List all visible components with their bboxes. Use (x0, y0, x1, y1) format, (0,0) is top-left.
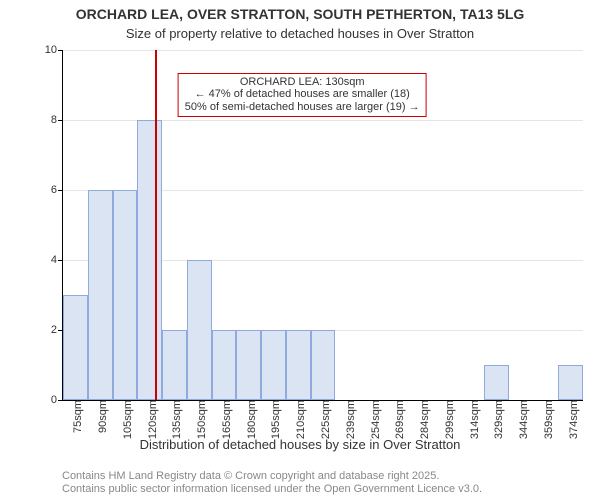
x-tick-label: 254sqm (364, 400, 382, 439)
annotation-box: ORCHARD LEA: 130sqm← 47% of detached hou… (178, 73, 427, 117)
y-tick-label: 4 (51, 254, 63, 266)
annotation-line: 50% of semi-detached houses are larger (… (185, 101, 420, 114)
footer-line-2: Contains public sector information licen… (62, 483, 590, 496)
gridline (63, 50, 583, 51)
plot-area: 024681075sqm90sqm105sqm120sqm135sqm150sq… (62, 50, 583, 401)
x-tick-label: 359sqm (537, 400, 555, 439)
x-tick-label: 180sqm (240, 400, 258, 439)
chart-title: ORCHARD LEA, OVER STRATTON, SOUTH PETHER… (0, 6, 600, 22)
x-tick-label: 195sqm (264, 400, 282, 439)
histogram-bar (484, 365, 509, 400)
x-tick-label: 299sqm (438, 400, 456, 439)
histogram-bar (558, 365, 583, 400)
y-tick-label: 8 (51, 114, 63, 126)
x-tick-label: 120sqm (141, 400, 159, 439)
x-tick-label: 269sqm (388, 400, 406, 439)
histogram-bar (286, 330, 311, 400)
y-tick-label: 6 (51, 184, 63, 196)
x-tick-label: 165sqm (215, 400, 233, 439)
x-tick-label: 135sqm (165, 400, 183, 439)
histogram-bar (63, 295, 88, 400)
x-tick-label: 329sqm (487, 400, 505, 439)
x-tick-label: 284sqm (413, 400, 431, 439)
reference-line (155, 50, 157, 400)
x-tick-label: 374sqm (562, 400, 580, 439)
histogram-bar (187, 260, 212, 400)
chart-subtitle: Size of property relative to detached ho… (0, 26, 600, 41)
annotation-line: ORCHARD LEA: 130sqm (185, 76, 420, 89)
x-tick-label: 150sqm (190, 400, 208, 439)
x-tick-label: 105sqm (116, 400, 134, 439)
y-tick-label: 0 (51, 394, 63, 406)
annotation-line: ← 47% of detached houses are smaller (18… (185, 88, 420, 101)
histogram-bar (88, 190, 113, 400)
x-axis-label: Distribution of detached houses by size … (0, 437, 600, 452)
y-tick-label: 10 (45, 44, 63, 56)
footer-line-1: Contains HM Land Registry data © Crown c… (62, 470, 590, 483)
histogram-bar (137, 120, 162, 400)
x-tick-label: 90sqm (91, 400, 109, 433)
histogram-bar (311, 330, 336, 400)
x-tick-label: 210sqm (289, 400, 307, 439)
x-tick-label: 239sqm (339, 400, 357, 439)
x-tick-label: 225sqm (314, 400, 332, 439)
x-tick-label: 75sqm (66, 400, 84, 433)
x-tick-label: 314sqm (463, 400, 481, 439)
histogram-bar (212, 330, 237, 400)
histogram-chart: ORCHARD LEA, OVER STRATTON, SOUTH PETHER… (0, 0, 600, 500)
histogram-bar (113, 190, 138, 400)
histogram-bar (162, 330, 187, 400)
y-tick-label: 2 (51, 324, 63, 336)
histogram-bar (236, 330, 261, 400)
chart-footer: Contains HM Land Registry data © Crown c… (62, 470, 590, 496)
histogram-bar (261, 330, 286, 400)
x-tick-label: 344sqm (512, 400, 530, 439)
